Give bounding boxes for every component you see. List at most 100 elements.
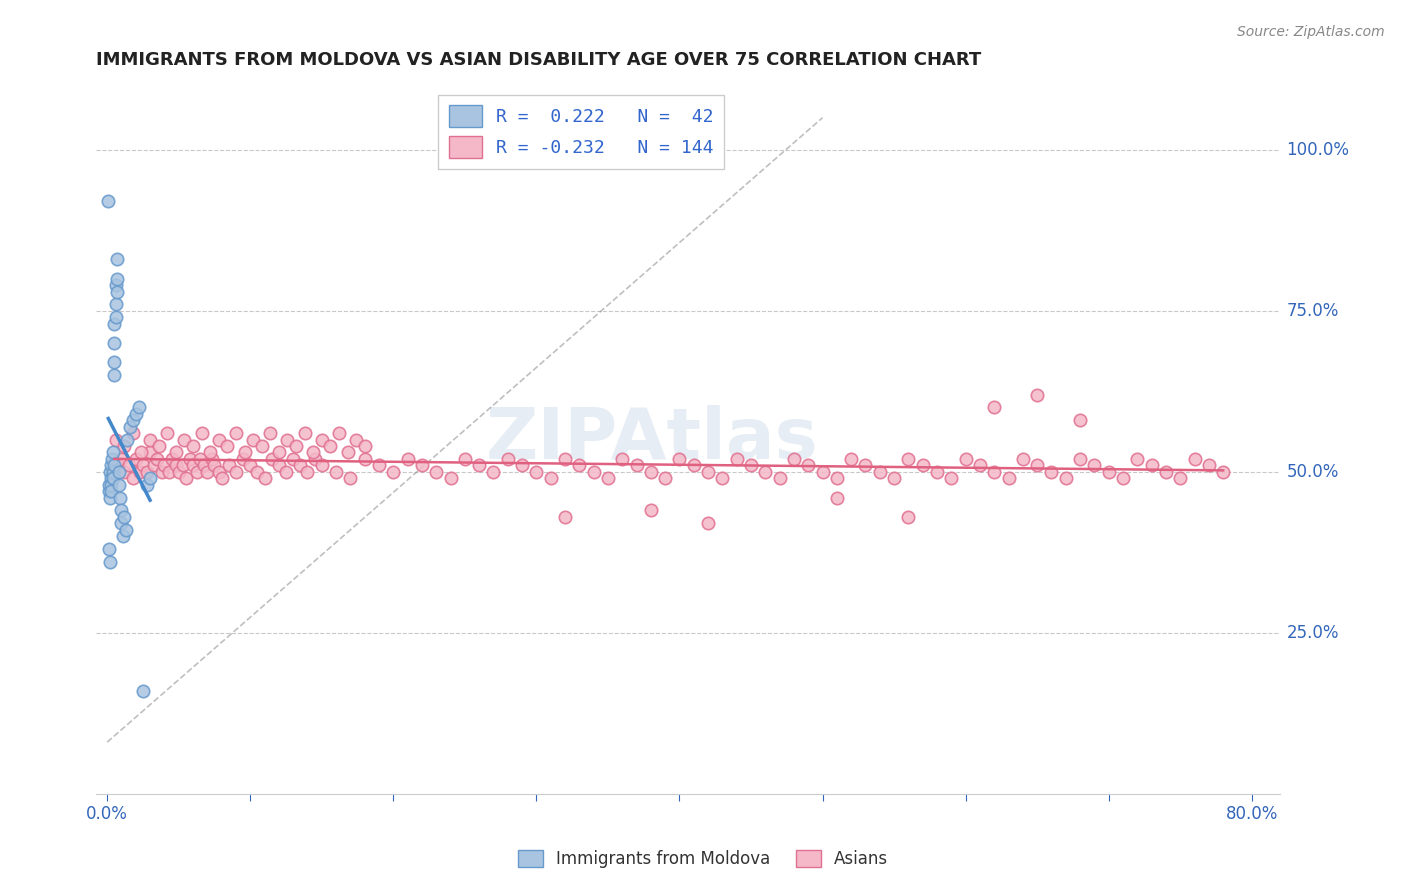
Point	[160, 451, 183, 466]
Point	[983, 465, 1005, 479]
Point	[267, 445, 290, 459]
Point	[855, 458, 877, 473]
Point	[211, 471, 233, 485]
Point	[131, 445, 153, 459]
Point	[112, 465, 135, 479]
Point	[153, 458, 176, 473]
Point	[242, 433, 264, 447]
Point	[181, 458, 204, 473]
Point	[1126, 451, 1149, 466]
Point	[1069, 451, 1091, 466]
Point	[98, 555, 121, 569]
Point	[283, 451, 305, 466]
Point	[1011, 451, 1033, 466]
Point	[157, 465, 180, 479]
Point	[253, 471, 276, 485]
Point	[218, 458, 240, 473]
Point	[911, 458, 934, 473]
Point	[496, 451, 519, 466]
Point	[297, 465, 319, 479]
Point	[897, 451, 920, 466]
Point	[98, 491, 121, 505]
Point	[640, 503, 662, 517]
Point	[208, 433, 231, 447]
Point	[100, 471, 122, 485]
Point	[302, 445, 325, 459]
Point	[100, 484, 122, 499]
Point	[290, 458, 312, 473]
Point	[122, 471, 145, 485]
Point	[172, 458, 194, 473]
Point	[129, 465, 152, 479]
Point	[181, 439, 204, 453]
Point	[110, 503, 132, 517]
Point	[941, 471, 963, 485]
Point	[754, 465, 776, 479]
Point	[1054, 471, 1077, 485]
Point	[510, 458, 533, 473]
Point	[596, 471, 619, 485]
Point	[97, 194, 120, 209]
Point	[582, 465, 605, 479]
Point	[250, 439, 273, 453]
Point	[128, 401, 150, 415]
Point	[554, 509, 576, 524]
Point	[101, 445, 124, 459]
Point	[156, 426, 179, 441]
Point	[98, 477, 121, 491]
Point	[454, 451, 477, 466]
Point	[104, 433, 127, 447]
Point	[439, 471, 461, 485]
Point	[259, 426, 281, 441]
Point	[246, 465, 269, 479]
Point	[697, 465, 720, 479]
Point	[1069, 413, 1091, 427]
Point	[1212, 465, 1234, 479]
Point	[165, 458, 187, 473]
Point	[125, 407, 148, 421]
Point	[167, 465, 190, 479]
Point	[311, 458, 333, 473]
Text: 75.0%: 75.0%	[1286, 301, 1339, 320]
Point	[274, 465, 297, 479]
Point	[797, 458, 820, 473]
Point	[174, 471, 197, 485]
Point	[540, 471, 562, 485]
Point	[103, 336, 125, 351]
Point	[640, 465, 662, 479]
Point	[101, 471, 124, 485]
Point	[122, 413, 145, 427]
Point	[112, 509, 135, 524]
Point	[883, 471, 905, 485]
Legend: Immigrants from Moldova, Asians: Immigrants from Moldova, Asians	[512, 843, 894, 875]
Point	[97, 542, 120, 557]
Point	[740, 458, 762, 473]
Point	[325, 465, 347, 479]
Point	[825, 471, 848, 485]
Text: 100.0%: 100.0%	[1286, 141, 1350, 159]
Point	[768, 471, 790, 485]
Point	[1198, 458, 1220, 473]
Point	[103, 458, 125, 473]
Point	[925, 465, 948, 479]
Point	[232, 451, 254, 466]
Point	[132, 683, 155, 698]
Point	[304, 451, 326, 466]
Point	[869, 465, 891, 479]
Point	[1112, 471, 1135, 485]
Point	[626, 458, 648, 473]
Point	[103, 317, 125, 331]
Point	[173, 433, 195, 447]
Point	[193, 458, 215, 473]
Point	[336, 445, 359, 459]
Point	[368, 458, 391, 473]
Point	[997, 471, 1019, 485]
Point	[725, 451, 748, 466]
Point	[682, 458, 704, 473]
Point	[344, 433, 367, 447]
Point	[783, 451, 806, 466]
Point	[1140, 458, 1163, 473]
Point	[103, 368, 125, 383]
Point	[353, 439, 375, 453]
Point	[811, 465, 834, 479]
